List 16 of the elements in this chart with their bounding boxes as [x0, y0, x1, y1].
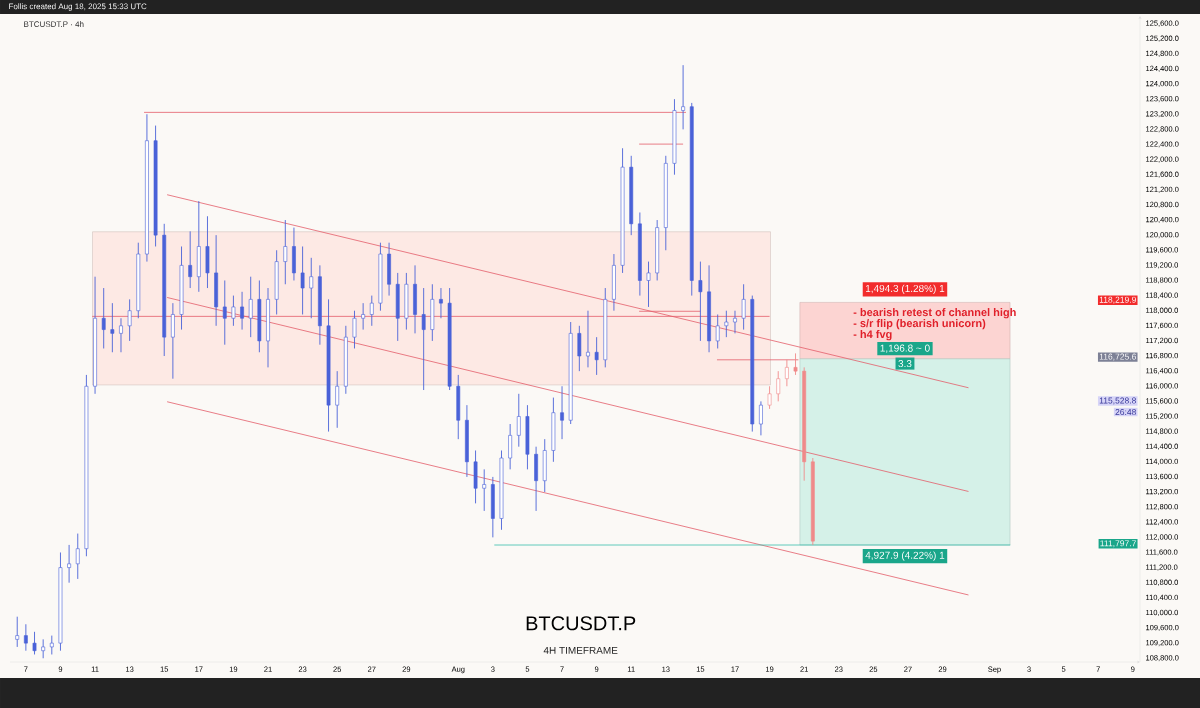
annotation: 3.3: [898, 360, 912, 368]
annotation: 116,725.6: [1099, 353, 1136, 361]
annotation: 111,797.7: [1100, 540, 1136, 548]
annotation: BTCUSDT.P · 4h: [24, 21, 84, 27]
annotation: 1,494.3 (1.28%) 1: [865, 284, 945, 294]
text: BTCUSDT.P: [526, 616, 636, 631]
annotation: - s/r flip (bearish unicorn): [853, 319, 986, 330]
annotation: 26:48: [1115, 409, 1136, 416]
annotation: - bearish retest of channel high: [853, 308, 1016, 319]
annotation: - h4 fvg: [853, 329, 892, 341]
annotation: 118,219.9: [1099, 296, 1136, 304]
annotation: 4,927.9 (4.22%) 1: [865, 551, 945, 561]
annotation: 115,528.8: [1099, 397, 1136, 405]
annotation: 1,196.8 ~ 0: [880, 344, 930, 353]
text: 4H TIMEFRAME: [543, 646, 618, 654]
text: Follis created Aug 18, 2025 15:33 UTC: [9, 3, 147, 11]
